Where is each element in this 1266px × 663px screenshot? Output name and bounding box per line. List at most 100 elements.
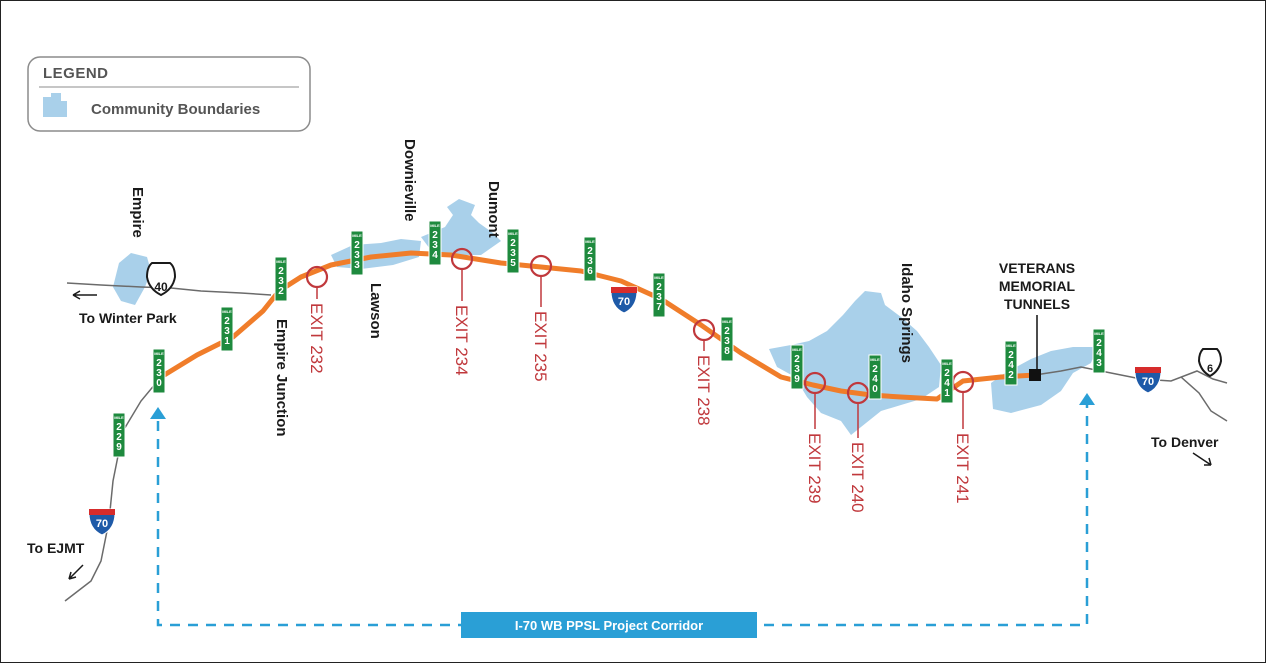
mile-marker: MILE 242 xyxy=(1004,340,1018,386)
mile-marker: MILE 240 xyxy=(868,354,882,400)
mile-marker: MILE 235 xyxy=(506,228,520,274)
svg-text:VETERANS: VETERANS xyxy=(999,260,1075,276)
mile-digit: 0 xyxy=(156,378,162,389)
mile-digit: 2 xyxy=(510,238,516,249)
exit-235: EXIT 235 xyxy=(529,254,553,382)
direction-ejmt: To EJMT xyxy=(27,540,85,580)
exit-232: EXIT 232 xyxy=(305,265,329,374)
svg-text:TUNNELS: TUNNELS xyxy=(1004,296,1070,312)
i70-shield-icon: 70 xyxy=(610,286,638,314)
mile-word: MILE xyxy=(654,275,664,280)
mile-digit: 1 xyxy=(944,388,950,399)
corridor-label-box xyxy=(461,612,757,638)
legend-item-label: Community Boundaries xyxy=(91,101,260,118)
mile-digit: 2 xyxy=(656,282,662,293)
mile-digit: 2 xyxy=(794,354,800,365)
i70-shield-icon: 70 xyxy=(1134,366,1162,394)
arrow-down-right-icon xyxy=(1192,452,1212,466)
direction-label: To EJMT xyxy=(27,540,85,556)
arrow-down-left-icon xyxy=(68,564,84,580)
mile-digit: 4 xyxy=(944,378,950,389)
mile-digit: 2 xyxy=(432,230,438,241)
us40-number: 40 xyxy=(154,280,168,294)
mile-marker: MILE 238 xyxy=(720,316,734,362)
mile-digit: 2 xyxy=(354,240,360,251)
exit-238: EXIT 238 xyxy=(692,318,716,426)
mile-word: MILE xyxy=(114,415,124,420)
mile-digit: 3 xyxy=(587,256,593,267)
exit-label: EXIT 238 xyxy=(694,355,713,426)
mile-digit: 3 xyxy=(510,248,516,259)
place-lawson: Lawson xyxy=(367,283,384,339)
i70-east-road xyxy=(1034,366,1228,384)
exits: EXIT 232 EXIT 234 EXIT 235 EXIT 238 EXIT… xyxy=(305,247,975,513)
legend-title: LEGEND xyxy=(43,65,109,82)
svg-text:MEMORIAL: MEMORIAL xyxy=(999,278,1076,294)
mile-digit: 2 xyxy=(1008,370,1014,381)
us40-shield-icon: 40 xyxy=(145,262,177,297)
mile-digit: 3 xyxy=(156,368,162,379)
mile-digit: 2 xyxy=(278,266,284,277)
i70-west-road xyxy=(64,376,162,602)
us6-shield-icon: 6 xyxy=(1197,348,1223,378)
mile-digit: 2 xyxy=(944,368,950,379)
direction-winter-park: To Winter Park xyxy=(72,290,177,326)
mile-digit: 4 xyxy=(1008,360,1014,371)
mile-digit: 3 xyxy=(432,240,438,251)
exit-label: EXIT 241 xyxy=(953,433,972,504)
mile-word: MILE xyxy=(508,231,518,236)
mile-marker: MILE 230 xyxy=(152,348,166,394)
i70-number: 70 xyxy=(1142,376,1154,388)
corridor-start-arrow-icon xyxy=(150,407,166,419)
mile-marker: MILE 231 xyxy=(220,306,234,352)
mile-digit: 2 xyxy=(1008,350,1014,361)
tunnel-marker-icon xyxy=(1029,369,1041,381)
place-downieville: Downieville xyxy=(401,139,418,222)
mile-word: MILE xyxy=(222,309,232,314)
mile-digit: 3 xyxy=(278,276,284,287)
mile-word: MILE xyxy=(792,347,802,352)
exit-label: EXIT 235 xyxy=(531,311,550,382)
community-tunnels-area xyxy=(991,347,1097,413)
mile-word: MILE xyxy=(722,319,732,324)
us6-road xyxy=(1180,376,1228,422)
mile-digit: 2 xyxy=(1096,338,1102,349)
legend: LEGEND Community Boundaries xyxy=(27,56,311,132)
mile-digit: 2 xyxy=(224,316,230,327)
mile-marker: MILE 236 xyxy=(583,236,597,282)
mile-digit: 3 xyxy=(1096,358,1102,369)
mile-digit: 3 xyxy=(354,260,360,271)
mile-word: MILE xyxy=(870,357,880,362)
mile-digit: 2 xyxy=(116,432,122,443)
direction-label: To Denver xyxy=(1151,434,1219,450)
mile-word: MILE xyxy=(352,233,362,238)
i70-shield-icon: 70 xyxy=(88,508,116,536)
place-empire: Empire xyxy=(129,187,146,238)
exit-241: EXIT 241 xyxy=(951,370,975,504)
mile-marker: MILE 241 xyxy=(940,358,954,404)
mile-digit: 8 xyxy=(724,346,730,357)
mile-digit: 4 xyxy=(432,250,438,261)
mile-digit: 5 xyxy=(510,258,516,269)
mile-digit: 3 xyxy=(794,364,800,375)
exit-240: EXIT 240 xyxy=(846,381,870,513)
place-dumont: Dumont xyxy=(485,181,502,238)
mile-digit: 6 xyxy=(587,266,593,277)
mile-word: MILE xyxy=(585,239,595,244)
place-empire-junction: Empire Junction xyxy=(273,319,290,437)
mile-markers: MILE229MILE230MILE231MILE232MILE233MILE2… xyxy=(112,220,1106,458)
mile-digit: 3 xyxy=(724,336,730,347)
mile-digit: 3 xyxy=(354,250,360,261)
direction-denver: To Denver xyxy=(1151,434,1219,466)
place-idaho-springs: Idaho Springs xyxy=(898,263,915,363)
i70-number: 70 xyxy=(96,518,108,530)
corridor-end-arrow-icon xyxy=(1079,393,1095,405)
mile-digit: 0 xyxy=(872,384,878,395)
i70-number: 70 xyxy=(618,296,630,308)
mile-marker: MILE 237 xyxy=(652,272,666,318)
us6-number: 6 xyxy=(1207,363,1213,375)
